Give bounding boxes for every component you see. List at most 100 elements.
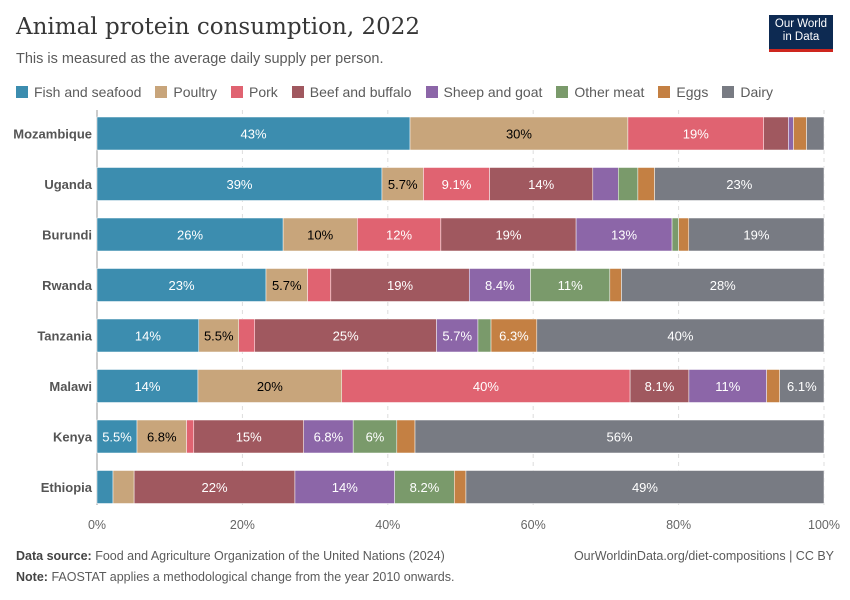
legend-label: Beef and buffalo	[309, 84, 412, 100]
data-label: 13%	[611, 228, 637, 243]
source-text: Food and Agriculture Organization of the…	[95, 549, 445, 563]
category-label: Mozambique	[13, 127, 92, 142]
data-label: 26%	[177, 228, 203, 243]
category-label: Kenya	[53, 430, 93, 445]
legend-label: Poultry	[173, 84, 217, 100]
legend-item[interactable]: Other meat	[556, 84, 644, 100]
category-label: Ethiopia	[41, 480, 93, 495]
bar-segment	[96, 116, 411, 151]
source-link[interactable]: OurWorldinData.org/diet-compositions | C…	[573, 549, 834, 563]
legend-swatch	[425, 86, 438, 98]
data-label: 5.5%	[102, 430, 132, 445]
bar-segment	[265, 268, 308, 302]
bar-segment	[618, 167, 639, 201]
legend-swatch	[291, 86, 304, 98]
category-label: Malawi	[49, 379, 92, 394]
bar-segment	[96, 470, 114, 504]
bar-segment	[627, 116, 764, 151]
bar-segment	[609, 268, 622, 302]
note-text: FAOSTAT applies a methodological change …	[51, 570, 455, 584]
data-label: 19%	[495, 228, 521, 243]
data-label: 56%	[606, 430, 632, 445]
legend: Fish and seafood Poultry Pork Beef and buff…	[16, 84, 787, 100]
legend-item[interactable]: Poultry	[155, 84, 217, 100]
legend-item[interactable]: Beef and buffalo	[291, 84, 412, 100]
bar-segment	[112, 470, 135, 504]
owid-logo[interactable]: Our World in Data	[769, 15, 833, 52]
bar-segment	[197, 369, 343, 403]
bar-segment	[136, 419, 187, 454]
data-label: 6.1%	[787, 379, 817, 394]
bar-segment	[465, 470, 825, 504]
data-label: 5.7%	[388, 177, 418, 192]
data-label: 30%	[506, 127, 532, 142]
data-label: 39%	[226, 177, 252, 192]
bar-segment	[779, 369, 825, 403]
data-label: 9.1%	[442, 177, 472, 192]
bar-segment	[763, 116, 789, 151]
bar-segment	[793, 116, 807, 151]
x-tick-label: 20%	[230, 518, 255, 532]
legend-swatch	[658, 86, 671, 98]
data-label: 43%	[240, 127, 266, 142]
legend-swatch	[722, 86, 735, 98]
bar-segment	[654, 167, 825, 201]
data-label: 8.1%	[645, 379, 675, 394]
legend-item[interactable]: Pork	[230, 84, 278, 100]
bar-segment	[490, 318, 538, 353]
legend-label: Fish and seafood	[34, 84, 142, 100]
bar-segment	[330, 268, 470, 302]
data-label: 14%	[528, 177, 554, 192]
x-tick-label: 0%	[88, 518, 106, 532]
legend-item[interactable]: Dairy	[722, 84, 773, 100]
data-label: 5.5%	[204, 329, 234, 344]
bar-segment	[394, 470, 455, 504]
bar-segment	[282, 217, 358, 252]
bar-segment	[688, 217, 825, 252]
x-tick-label: 40%	[375, 518, 400, 532]
legend-item[interactable]: Fish and seafood	[16, 84, 141, 100]
data-label: 19%	[387, 278, 413, 293]
logo-line2: in Data	[782, 31, 820, 43]
bar-segment	[592, 167, 619, 201]
bar-segment	[454, 470, 467, 504]
bar-segment	[96, 167, 383, 201]
legend-label: Sheep and goat	[443, 84, 543, 100]
bar-segment	[186, 419, 195, 454]
bar-segment	[341, 369, 631, 403]
data-label: 14%	[135, 329, 161, 344]
data-label: 19%	[743, 228, 769, 243]
data-label: 49%	[632, 480, 658, 495]
x-tick-label: 100%	[808, 518, 840, 532]
data-label: 10%	[307, 228, 333, 243]
data-label: 6.8%	[147, 430, 177, 445]
category-label: Uganda	[44, 177, 92, 192]
bar-segment	[238, 318, 256, 353]
bar-segment	[352, 419, 398, 454]
legend-item[interactable]: Sheep and goat	[425, 84, 543, 100]
bar-segment	[133, 470, 296, 504]
bar-segment	[536, 318, 825, 353]
logo-line1: Our World	[774, 18, 828, 30]
data-label: 6.3%	[499, 329, 529, 344]
bar-segment	[671, 217, 679, 252]
chart-subtitle: This is measured as the average daily su…	[16, 51, 384, 67]
bar-segment	[436, 318, 479, 353]
bar-segment	[381, 167, 424, 201]
bar-segment	[530, 268, 611, 302]
legend-label: Eggs	[676, 84, 709, 100]
bar-segment	[688, 369, 767, 403]
bar-segment	[254, 318, 437, 353]
bar-segment	[423, 167, 490, 201]
bar-segment	[629, 369, 690, 403]
legend-item[interactable]: Eggs	[658, 84, 708, 100]
data-source: Data source: Food and Agriculture Organi…	[16, 549, 445, 563]
legend-label: Pork	[248, 84, 278, 100]
bar-segment	[489, 167, 594, 201]
data-label: 23%	[726, 177, 752, 192]
legend-label: Other meat	[574, 84, 645, 100]
data-label: 15%	[236, 430, 262, 445]
data-label: 6%	[366, 430, 385, 445]
bar-segment	[766, 369, 780, 403]
